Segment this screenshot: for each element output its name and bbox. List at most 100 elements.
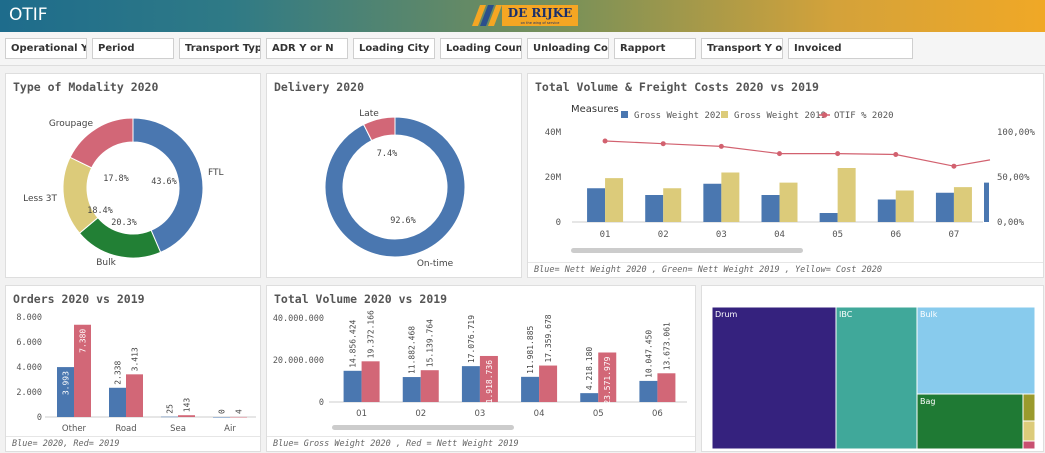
bar-gross-weight-2020-06 [639, 380, 658, 402]
bar-nett-weight-2019-03 [479, 355, 498, 402]
bar-nett-weight-2019-06 [657, 373, 676, 402]
bar-value-label: 2.338 [114, 361, 123, 385]
volume-freight-chart[interactable]: Measures Gross Weight 2020 Gross Weight 20… [528, 92, 1043, 264]
app-title: OTIF [9, 5, 48, 25]
orders-title: Orders 2020 vs 2019 [13, 292, 145, 306]
filter-transport-type[interactable]: Transport Type [179, 38, 261, 59]
packaging-treemap-panel: Drum IBC Bulk Bag [701, 285, 1044, 452]
delivery-donut-chart[interactable]: On-time 92.6% Late 7.4% [267, 92, 521, 277]
filter-adr[interactable]: ADR Y or N [266, 38, 348, 59]
bar-value-label: 3.413 [131, 347, 140, 371]
y-tick-label: 20M [545, 173, 562, 183]
x-tick-label: 04 [534, 409, 545, 419]
orders-footnote: Blue= 2020, Red= 2019 [6, 436, 260, 451]
chart-scrollbar [571, 248, 803, 253]
treemap-label-bulk: Bulk [920, 310, 938, 319]
filter-unloading-country[interactable]: Unloading Cou... [527, 38, 609, 59]
y-tick-label: 8.000 [16, 313, 42, 323]
otif-point [660, 141, 666, 147]
orders-chart[interactable]: 8.000 6.000 4.000 2.000 0 3.993 7.380 Other 2.33… [6, 303, 260, 437]
filter-loading-city[interactable]: Loading City [353, 38, 435, 59]
y-tick-label: 0 [37, 413, 42, 423]
filter-transport-yn[interactable]: Transport Y or N [701, 38, 783, 59]
legend-label-gross-weight-2019: Gross Weight 2019 [734, 111, 826, 121]
filter-invoiced[interactable]: Invoiced [788, 38, 913, 59]
treemap-label-ibc: IBC [839, 310, 853, 319]
modality-donut-chart[interactable]: FTL 43.6% Bulk 20.3% Less 3T 18.4% Groupage 17.… [6, 92, 260, 277]
bar-value-label: 10.047.450 [644, 330, 653, 378]
y2-tick-label: 100,00% [997, 128, 1036, 138]
bar-value-label: 4.218.180 [585, 347, 594, 391]
x-tick-label: Air [224, 424, 236, 434]
treemap-cell-bag [916, 393, 1024, 450]
bar-value-label: 21.918.736 [485, 360, 494, 408]
x-tick-label: 03 [716, 230, 727, 240]
bar-2020-other [57, 367, 74, 417]
y-tick-label: 40.000.000 [273, 314, 324, 324]
bar-gross-weight-2019-06 [895, 190, 914, 222]
filter-rapport[interactable]: Rapport [614, 38, 696, 59]
treemap-label-drum: Drum [715, 310, 738, 319]
bar-value-label: 17.359.678 [544, 314, 553, 362]
volume-freight-title: Total Volume & Freight Costs 2020 vs 201… [535, 80, 819, 94]
slice-value-less-3t: 18.4% [87, 206, 113, 216]
treemap-cell-ibc [835, 306, 918, 450]
bar-gross-weight-2020-04 [521, 376, 540, 402]
x-tick-label: 02 [658, 230, 669, 240]
app-header: OTIF DE RIJKE on the wing of service [0, 0, 1045, 32]
legend-swatch-gross-weight-2019 [721, 111, 728, 118]
otif-point [951, 163, 957, 169]
y-tick-label: 4.000 [16, 363, 42, 373]
otif-point [893, 152, 899, 157]
bar-value-label: 15.139.764 [426, 319, 435, 367]
logo-text: DE RIJKE [508, 6, 573, 20]
bar-gross-weight-2019-03 [721, 172, 740, 222]
bar-gross-weight-2020-01 [587, 188, 606, 222]
bar-clipped-next [984, 182, 989, 222]
donut-slice-late [362, 116, 396, 142]
total-volume-chart[interactable]: 40.000.000 20.000.000 0 14.856.424 19.372.16… [267, 303, 695, 437]
bar-gross-weight-2020-06 [877, 199, 896, 222]
filter-loading-country[interactable]: Loading Country [440, 38, 522, 59]
bar-2019-air [230, 416, 247, 418]
otif-point [777, 151, 782, 157]
x-tick-label: 03 [475, 409, 486, 419]
treemap-label-bag: Bag [920, 397, 935, 406]
filter-operational-year[interactable]: Operational Year [5, 38, 87, 59]
x-tick-label: Other [62, 424, 87, 434]
bar-value-label: 19.372.166 [367, 310, 376, 358]
otif-point [602, 138, 608, 144]
bar-value-label: 25 [166, 404, 175, 414]
slice-value-groupage: 17.8% [103, 174, 129, 184]
otif-point [835, 151, 841, 157]
legend-label-gross-weight-2020: Gross Weight 2020 [634, 111, 726, 121]
bar-nett-weight-2019-02 [420, 370, 439, 402]
y-tick-label: 2.000 [16, 388, 42, 398]
slice-label-on-time: On-time [417, 259, 454, 269]
bar-2020-sea [161, 416, 178, 418]
bar-value-label: 13.673.061 [662, 322, 671, 370]
bar-nett-weight-2019-04 [539, 365, 558, 402]
total-volume-panel: Total Volume 2020 vs 2019 40.000.000 20.0… [266, 285, 696, 452]
bar-value-label: 7.380 [79, 329, 88, 353]
bar-nett-weight-2019-05 [598, 352, 617, 402]
slice-label-late: Late [359, 109, 379, 119]
chart-scrollbar [332, 425, 514, 430]
bar-gross-weight-2020-04 [761, 195, 780, 222]
bar-gross-weight-2020-07 [935, 192, 954, 222]
legend-label-otif-2020: OTIF % 2020 [834, 111, 894, 121]
treemap-cell-other-5 [1022, 420, 1036, 442]
otif-line [605, 140, 991, 167]
packaging-treemap[interactable]: Drum IBC Bulk Bag [702, 286, 1043, 451]
bar-gross-weight-2020-01 [343, 370, 362, 402]
bar-2020-road [109, 387, 126, 417]
bar-gross-weight-2020-03 [703, 183, 722, 222]
bar-2019-other [74, 324, 91, 417]
bar-value-label: 11.882.468 [408, 326, 417, 374]
slice-value-bulk: 20.3% [111, 218, 137, 228]
y-tick-label: 20.000.000 [273, 356, 324, 366]
treemap-cell-other-6 [1022, 440, 1036, 450]
bar-gross-weight-2019-07 [953, 187, 972, 222]
filter-period[interactable]: Period [92, 38, 174, 59]
y-tick-label: 0 [319, 398, 324, 408]
